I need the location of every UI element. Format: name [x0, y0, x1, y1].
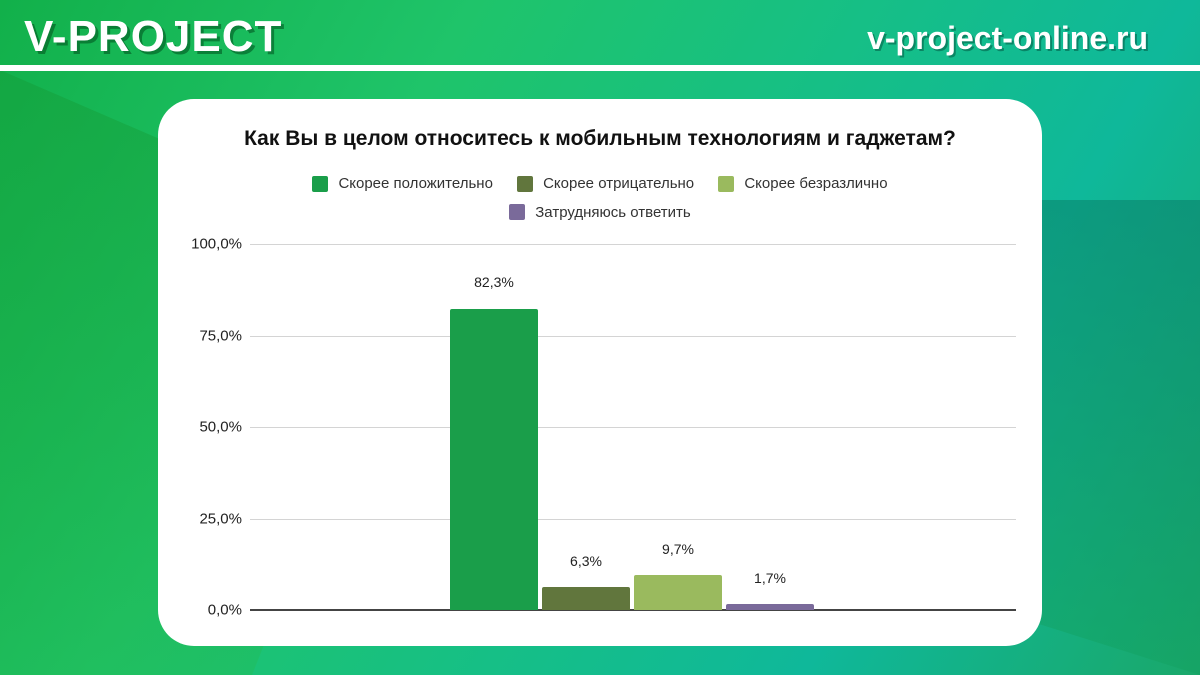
chart-legend: Скорее положительно Скорее отрицательно … — [158, 171, 1042, 228]
site-url: v-project-online.ru — [867, 20, 1148, 56]
brand-logo: V-PROJECT — [24, 12, 283, 61]
bar-undecided — [726, 604, 814, 610]
legend-label: Скорее положительно — [338, 175, 493, 192]
legend-label: Скорее безразлично — [744, 175, 888, 192]
legend-swatch — [312, 175, 329, 192]
gridline — [250, 518, 1016, 520]
bar-negative — [542, 587, 630, 610]
gridline — [250, 427, 1016, 428]
chart-title: Как Вы в целом относитесь к мобильным те… — [244, 127, 956, 150]
bar-value-label: 82,3% — [474, 274, 514, 290]
bar-value-label: 1,7% — [754, 570, 786, 586]
legend-item: Скорее безразлично — [718, 171, 888, 196]
y-tick: 25,0% — [199, 510, 242, 527]
legend-swatch — [718, 175, 735, 192]
legend-swatch — [517, 175, 534, 192]
y-tick: 75,0% — [199, 327, 242, 344]
legend-swatch — [509, 204, 526, 220]
x-axis — [250, 609, 1016, 611]
y-tick: 100,0% — [191, 235, 242, 253]
plot-area: 100,0% 75,0% 50,0% 25,0% 0,0% 82,3% 6,3%… — [191, 236, 1016, 619]
gridline — [250, 244, 1016, 245]
legend-label: Затрудняюсь ответить — [535, 203, 691, 221]
chart-card: Как Вы в целом относитесь к мобильным те… — [158, 99, 1042, 646]
y-tick: 50,0% — [199, 418, 242, 436]
bar-positive — [450, 309, 538, 610]
header-divider — [0, 65, 1200, 71]
legend-item: Затрудняюсь ответить — [509, 200, 691, 225]
legend-label: Скорее отрицательно — [543, 175, 695, 192]
gridline — [250, 335, 1016, 337]
bar-value-label: 6,3% — [570, 553, 602, 569]
bar-indifferent — [634, 575, 722, 610]
legend-item: Скорее положительно — [312, 171, 493, 196]
legend-item: Скорее отрицательно — [517, 171, 694, 196]
bar-value-label: 9,7% — [662, 541, 694, 557]
y-tick: 0,0% — [207, 601, 242, 619]
